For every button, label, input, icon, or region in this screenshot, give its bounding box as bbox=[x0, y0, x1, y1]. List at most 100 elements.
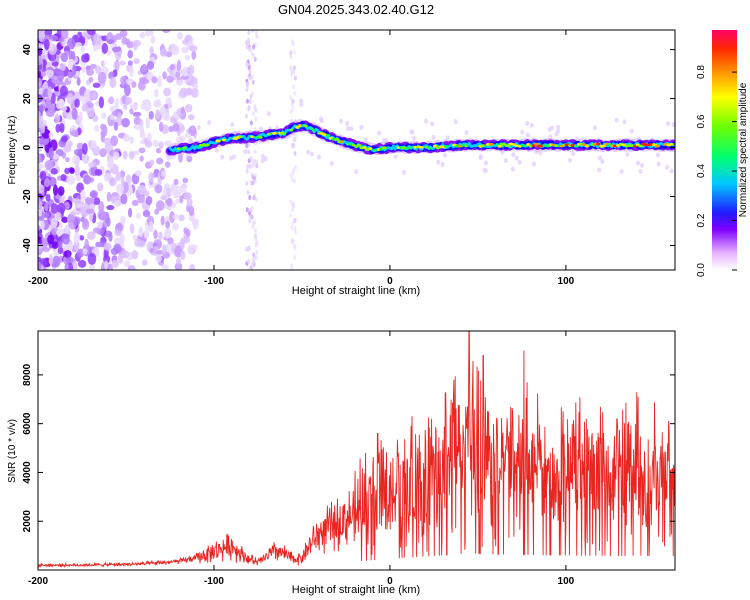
spectrogram-cell bbox=[38, 77, 43, 89]
spectrogram-cell bbox=[248, 46, 252, 52]
spectrogram-ridge-peak bbox=[654, 144, 661, 148]
spectrogram-cell bbox=[293, 90, 297, 96]
spectrogram-cell bbox=[88, 76, 94, 83]
spectrogram-cell bbox=[291, 106, 295, 112]
spectrogram-cell bbox=[122, 150, 128, 160]
spectrogram-cell bbox=[114, 200, 120, 207]
colorbar-label: Normalized spectral amplitude bbox=[738, 82, 749, 217]
spectrogram-cell bbox=[619, 169, 624, 175]
spectrogram-ridge-peak bbox=[576, 142, 581, 146]
spectrogram-cell bbox=[309, 151, 314, 157]
spectrogram-cell bbox=[72, 260, 78, 270]
colorbar-tick-label: 0.8 bbox=[696, 65, 707, 79]
spectrogram-cell bbox=[503, 158, 508, 164]
spectrogram-cell bbox=[292, 137, 297, 143]
spectrogram-ridge-peak bbox=[497, 144, 503, 148]
spectrogram-cell bbox=[127, 49, 133, 59]
snr-y-axis: 2000 4000 6000 8000 bbox=[22, 363, 675, 532]
spectrogram-cell bbox=[363, 137, 368, 143]
spectrogram-cell bbox=[188, 114, 195, 121]
spectrogram-cell bbox=[81, 152, 88, 163]
spectrogram-cell bbox=[597, 155, 602, 161]
colorbar-tick-label: 0.6 bbox=[696, 114, 707, 128]
spectrogram-ridge-peak bbox=[362, 146, 367, 149]
snr-x-tick-label: -100 bbox=[204, 576, 224, 587]
spectrogram-cell bbox=[114, 97, 119, 110]
spectrogram-cell bbox=[98, 96, 105, 109]
spectrogram-ridge-peak bbox=[258, 135, 263, 139]
spectrogram-cell bbox=[245, 181, 249, 187]
spectrogram-cell bbox=[393, 154, 398, 160]
spectrogram-cell bbox=[153, 229, 158, 240]
spectrogram-cell bbox=[117, 112, 122, 120]
spectrogram-cell bbox=[106, 39, 115, 45]
spectrogram-ridge-peak bbox=[356, 143, 362, 147]
spectrogram-cell bbox=[181, 184, 187, 195]
spectrogram-cell bbox=[38, 43, 44, 49]
snr-x-axis: -200 -100 0 100 bbox=[28, 331, 575, 587]
spectrogram-x-label: Height of straight line (km) bbox=[292, 285, 420, 297]
spectrogram-cell bbox=[525, 132, 530, 138]
spectrogram-ridge-peak bbox=[312, 129, 316, 133]
spectrogram-cell bbox=[511, 152, 516, 158]
spectrogram-cell bbox=[38, 195, 41, 205]
spectrogram-cell bbox=[666, 121, 671, 127]
spectrogram-cell bbox=[69, 167, 75, 174]
spectrogram-cell bbox=[67, 71, 73, 79]
spectrogram-cell bbox=[245, 86, 249, 92]
spectrogram-x-tick-label: -200 bbox=[28, 276, 48, 287]
spectrogram-cell bbox=[154, 208, 160, 215]
spectrogram-cell bbox=[66, 175, 76, 185]
spectrogram-cell bbox=[289, 54, 293, 60]
spectrogram-cell bbox=[100, 212, 107, 221]
spectrogram-cell bbox=[64, 262, 69, 270]
spectrogram-cell bbox=[230, 122, 235, 128]
spectrogram-ridge bbox=[164, 119, 675, 157]
snr-y-tick-label: 8000 bbox=[22, 363, 33, 386]
spectrogram-cell bbox=[38, 30, 46, 43]
spectrogram-cell bbox=[161, 170, 166, 178]
spectrogram-cell bbox=[292, 243, 296, 249]
spectrogram-ridge-peak bbox=[669, 142, 674, 146]
spectrogram-cell bbox=[184, 88, 193, 96]
spectrogram-cell bbox=[161, 264, 169, 270]
spectrogram-cell bbox=[185, 79, 194, 86]
spectrogram-ridge-peak bbox=[424, 145, 429, 149]
spectrogram-cell bbox=[82, 142, 88, 155]
spectrogram-noise-field bbox=[38, 30, 675, 270]
spectrogram-ridge-peak bbox=[559, 144, 564, 148]
spectrogram-cell bbox=[120, 215, 126, 225]
spectrogram-cell bbox=[124, 96, 133, 105]
spectrogram-cell bbox=[251, 220, 255, 226]
spectrogram-cell bbox=[103, 260, 109, 270]
spectrogram-cell bbox=[38, 110, 41, 118]
spectrogram-cell bbox=[67, 38, 76, 50]
spectrogram-cell bbox=[247, 65, 251, 71]
spectrogram-cell bbox=[159, 105, 166, 117]
spectrogram-cell bbox=[53, 250, 60, 258]
spectrogram-ridge-peak bbox=[596, 142, 601, 146]
spectrogram-cell bbox=[44, 160, 54, 170]
snr-y-tick-label: 4000 bbox=[22, 461, 33, 484]
spectrogram-cell bbox=[58, 98, 65, 109]
spectrogram-x-tick-label: -100 bbox=[204, 276, 224, 287]
spectrogram-ridge-peak bbox=[196, 145, 201, 149]
spectrogram-cell bbox=[54, 113, 61, 124]
spectrogram-cell bbox=[82, 217, 88, 227]
spectrogram-cell bbox=[67, 241, 74, 251]
spectrogram-ridge-peak bbox=[381, 146, 387, 150]
spectrogram-cell bbox=[176, 32, 183, 40]
spectrogram-cell bbox=[250, 214, 254, 220]
spectrogram-cell bbox=[175, 71, 181, 79]
spectrogram-cell bbox=[568, 157, 573, 163]
spectrogram-cell bbox=[164, 161, 171, 168]
spectrogram-cell bbox=[254, 255, 258, 261]
spectrogram-ridge-peak bbox=[413, 145, 417, 149]
spectrogram-cell bbox=[162, 112, 171, 121]
spectrogram-cell bbox=[289, 94, 293, 100]
spectrogram-cell bbox=[160, 194, 168, 201]
spectrogram-cell bbox=[151, 76, 158, 84]
spectrogram-cell bbox=[253, 149, 257, 155]
spectrogram-cell bbox=[176, 59, 182, 72]
